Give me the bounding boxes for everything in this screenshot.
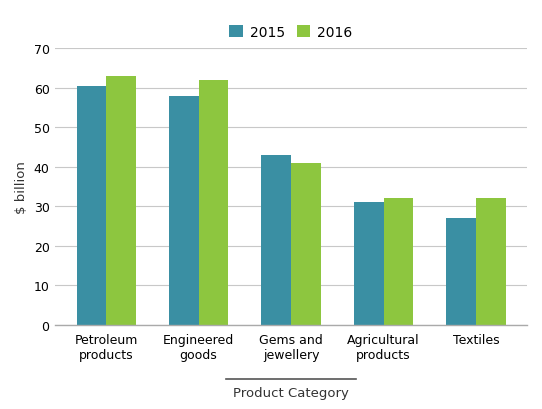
- Bar: [476, 199, 506, 325]
- Bar: [291, 163, 321, 325]
- Bar: [447, 218, 476, 325]
- Bar: [354, 203, 384, 325]
- Bar: [169, 96, 198, 325]
- Bar: [384, 199, 413, 325]
- Bar: [76, 86, 106, 325]
- Legend: 2015, 2016: 2015, 2016: [224, 20, 358, 45]
- Bar: [106, 76, 136, 325]
- Text: Product Category: Product Category: [233, 387, 349, 400]
- Y-axis label: $ billion: $ billion: [15, 161, 28, 213]
- Bar: [261, 155, 291, 325]
- Bar: [198, 81, 228, 325]
